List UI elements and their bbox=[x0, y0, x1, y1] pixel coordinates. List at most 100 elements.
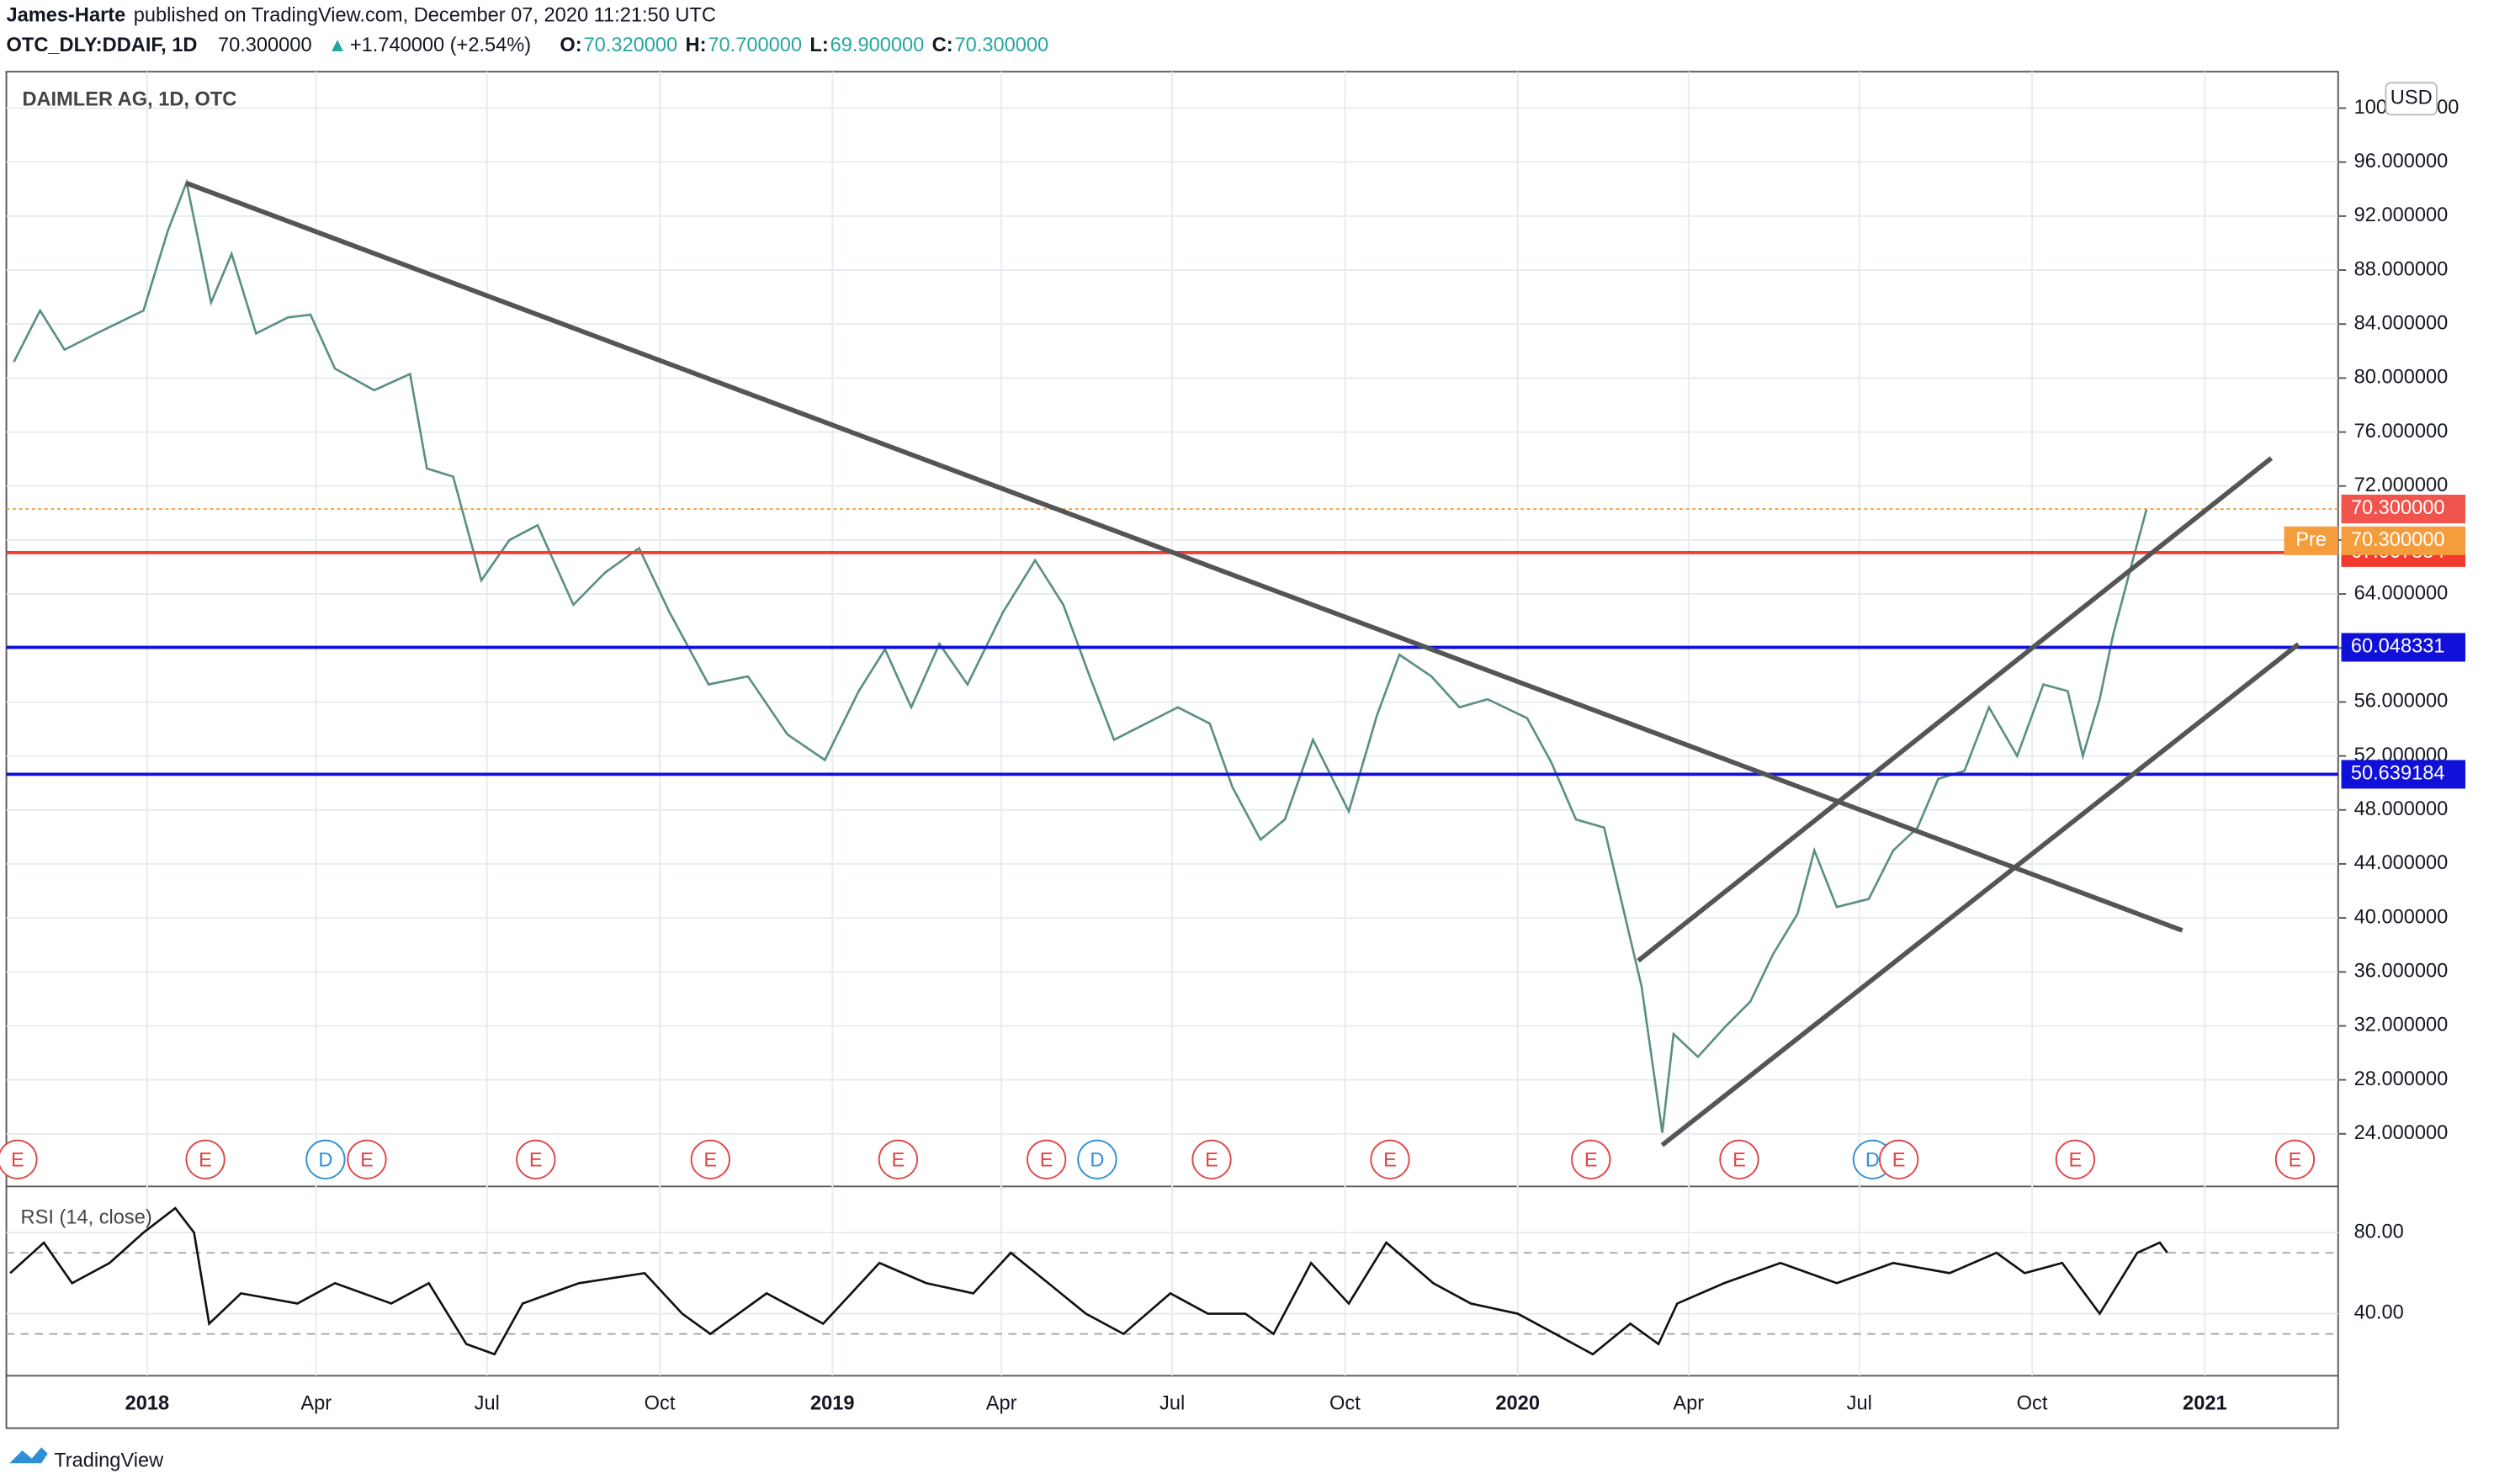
x-tick-label: Apr bbox=[1673, 1393, 1704, 1415]
x-tick-label: Oct bbox=[645, 1393, 676, 1415]
event-label: D bbox=[1865, 1149, 1880, 1171]
event-marker bbox=[690, 1139, 730, 1179]
event-label: E bbox=[1584, 1149, 1598, 1171]
rsi-title: RSI (14, close) bbox=[21, 1206, 152, 1228]
x-tick-label: Jul bbox=[475, 1393, 500, 1415]
y-tick-label: 36.000000 bbox=[2354, 961, 2449, 983]
published: published on TradingView.com, December 0… bbox=[134, 4, 716, 26]
level-badge bbox=[2341, 633, 2465, 662]
y-tick-label: 88.000000 bbox=[2354, 258, 2449, 280]
y-tick-label: 44.000000 bbox=[2354, 852, 2449, 874]
y-tick-label: 56.000000 bbox=[2354, 691, 2449, 713]
event-marker bbox=[1027, 1139, 1067, 1179]
arrow: ▲ bbox=[327, 34, 347, 56]
currency-box[interactable] bbox=[2385, 82, 2438, 116]
event-marker bbox=[0, 1139, 38, 1179]
event-marker bbox=[1077, 1139, 1117, 1179]
event-label: E bbox=[703, 1149, 717, 1171]
trend-line bbox=[185, 180, 2184, 933]
author: James-Harte bbox=[7, 4, 126, 26]
y-tick-label: 72.000000 bbox=[2354, 474, 2449, 496]
last-price-badge bbox=[2341, 494, 2465, 524]
x-tick-label: 2021 bbox=[2183, 1393, 2227, 1415]
y-tick-label: 92.000000 bbox=[2354, 204, 2449, 226]
ohlc-key: C: bbox=[932, 34, 953, 56]
y-tick-label: 40.000000 bbox=[2354, 906, 2449, 928]
channel-upper bbox=[1637, 456, 2274, 963]
event-label: D bbox=[1090, 1149, 1104, 1171]
pre-price-label: 70.300000 bbox=[2351, 529, 2445, 551]
event-label: E bbox=[11, 1149, 24, 1171]
last: 70.300000 bbox=[218, 34, 312, 56]
rsi-line bbox=[9, 1206, 2168, 1356]
change: +1.740000 (+2.54%) bbox=[350, 34, 531, 56]
event-label: E bbox=[892, 1149, 905, 1171]
pre-tag-box bbox=[2284, 526, 2338, 555]
level-label: 50.639184 bbox=[2351, 763, 2445, 785]
y-tick-label: 48.000000 bbox=[2354, 798, 2449, 820]
event-label: E bbox=[529, 1149, 543, 1171]
x-tick-label: Apr bbox=[300, 1393, 332, 1415]
y-tick-label: 64.000000 bbox=[2354, 582, 2449, 604]
ohlc-key: O: bbox=[560, 34, 581, 56]
currency[interactable]: USD bbox=[2391, 87, 2433, 109]
y-tick-label: 76.000000 bbox=[2354, 421, 2449, 443]
symbol: OTC_DLY:DDAIF, 1D bbox=[7, 34, 198, 56]
event-label: E bbox=[2289, 1149, 2302, 1171]
ohlc-value: 70.300000 bbox=[955, 34, 1049, 56]
x-tick-label: 2018 bbox=[125, 1393, 170, 1415]
event-marker bbox=[2055, 1139, 2096, 1179]
event-label: D bbox=[318, 1149, 332, 1171]
event-label: E bbox=[199, 1149, 212, 1171]
x-tick-label: Oct bbox=[2017, 1393, 2048, 1415]
ohlc-key: H: bbox=[686, 34, 707, 56]
event-marker bbox=[1571, 1139, 1611, 1179]
y-tick-label: 80.00 bbox=[2354, 1221, 2404, 1243]
x-tick-label: 2020 bbox=[1495, 1393, 1540, 1415]
y-tick-label: 84.000000 bbox=[2354, 312, 2449, 334]
event-marker bbox=[1370, 1139, 1410, 1179]
ohlc-value: 70.320000 bbox=[584, 34, 678, 56]
y-tick-label: 40.00 bbox=[2354, 1302, 2404, 1324]
y-tick-label: 96.000000 bbox=[2354, 151, 2449, 172]
y-tick-label: 32.000000 bbox=[2354, 1015, 2449, 1036]
event-marker bbox=[516, 1139, 556, 1179]
logo bbox=[9, 1447, 48, 1464]
event-marker bbox=[1191, 1139, 1232, 1179]
brand: TradingView bbox=[54, 1450, 164, 1472]
event-marker bbox=[347, 1139, 387, 1179]
channel-lower bbox=[1660, 642, 2300, 1147]
level-badge bbox=[2341, 760, 2465, 789]
last-price-label: 70.300000 bbox=[2351, 497, 2445, 519]
y-tick-label: 24.000000 bbox=[2354, 1122, 2449, 1144]
chart-title: DAIMLER AG, 1D, OTC bbox=[22, 88, 236, 110]
event-marker bbox=[185, 1139, 226, 1179]
price-line bbox=[13, 178, 2148, 1133]
y-tick-label: 80.000000 bbox=[2354, 367, 2449, 389]
event-label: E bbox=[1205, 1149, 1218, 1171]
x-tick-label: Jul bbox=[1159, 1393, 1185, 1415]
event-marker bbox=[1879, 1139, 1919, 1179]
event-label: E bbox=[1383, 1149, 1397, 1171]
pre-tag: Pre bbox=[2295, 529, 2327, 551]
event-label: E bbox=[1040, 1149, 1053, 1171]
level-label: 60.048331 bbox=[2351, 636, 2445, 658]
event-marker bbox=[2274, 1139, 2316, 1179]
event-label: E bbox=[2069, 1149, 2083, 1171]
pre-price-badge bbox=[2341, 526, 2465, 555]
ohlc-value: 69.900000 bbox=[830, 34, 925, 56]
event-marker bbox=[878, 1139, 919, 1179]
event-marker bbox=[1719, 1139, 1759, 1179]
x-tick-label: Apr bbox=[986, 1393, 1017, 1415]
ohlc-key: L: bbox=[809, 34, 828, 56]
event-marker bbox=[305, 1139, 346, 1179]
ohlc-value: 70.700000 bbox=[708, 34, 802, 56]
x-tick-label: Jul bbox=[1847, 1393, 1872, 1415]
event-label: E bbox=[360, 1149, 374, 1171]
x-tick-label: Oct bbox=[1329, 1393, 1361, 1415]
event-label: E bbox=[1892, 1149, 1906, 1171]
x-tick-label: 2019 bbox=[810, 1393, 855, 1415]
y-tick-label: 28.000000 bbox=[2354, 1068, 2449, 1090]
